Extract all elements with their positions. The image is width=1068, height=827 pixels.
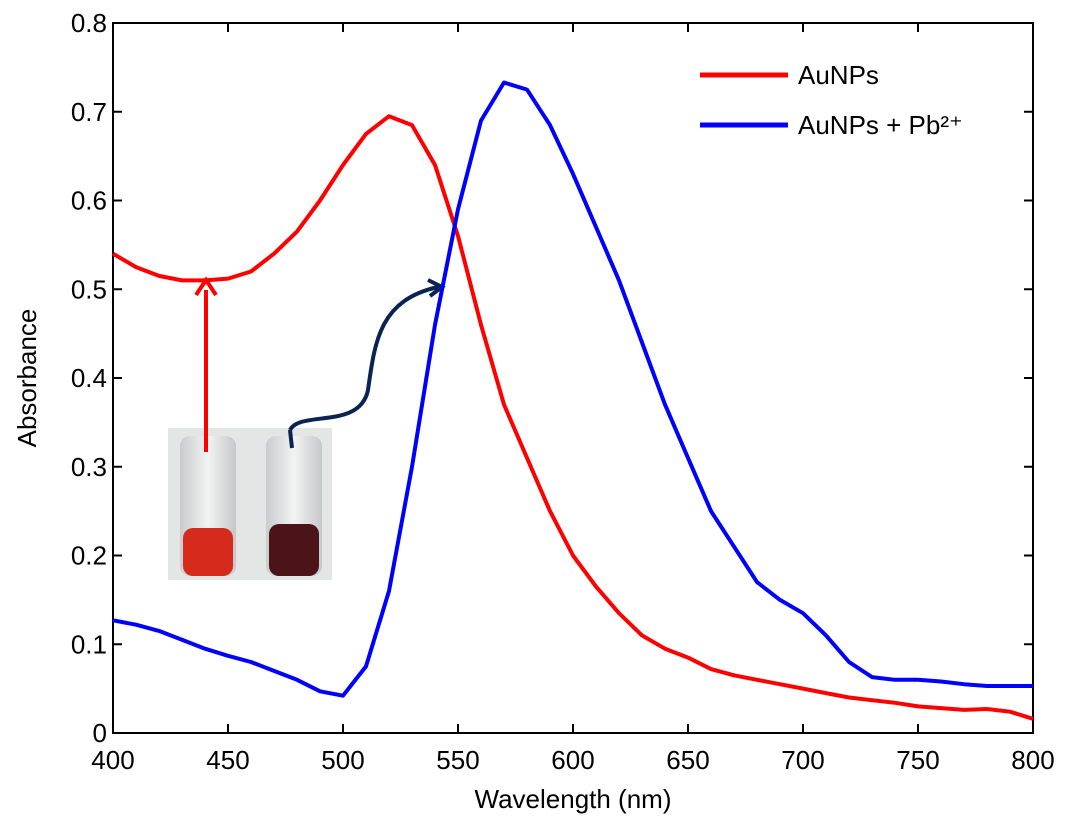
x-axis-label: Wavelength (nm) (475, 784, 672, 814)
y-tick-label: 0.3 (71, 452, 107, 482)
y-tick-label: 0.2 (71, 541, 107, 571)
x-tick-label: 800 (1011, 745, 1054, 775)
y-tick-label: 0.5 (71, 274, 107, 304)
y-tick-label: 0.4 (71, 363, 107, 393)
y-tick-label: 0.6 (71, 186, 107, 216)
x-tick-label: 700 (781, 745, 824, 775)
inset-photo (168, 428, 332, 580)
legend-label: AuNPs (798, 60, 879, 90)
legend-label: AuNPs + Pb²⁺ (798, 110, 963, 140)
x-tick-label: 550 (436, 745, 479, 775)
y-tick-label: 0.7 (71, 97, 107, 127)
data-line (112, 80, 1033, 698)
x-tick-label: 750 (896, 745, 939, 775)
x-tick-label: 400 (91, 745, 134, 775)
y-tick-label: 0.8 (71, 8, 107, 38)
x-tick-label: 600 (551, 745, 594, 775)
annotation-arrows (194, 276, 446, 452)
data-line (111, 114, 1034, 721)
y-tick-label: 0.1 (71, 629, 107, 659)
x-tick-label: 650 (666, 745, 709, 775)
x-tick-label: 500 (321, 745, 364, 775)
x-tick-label: 450 (206, 745, 249, 775)
y-tick-label: 0 (93, 718, 107, 748)
y-axis-label: Absorbance (12, 309, 42, 448)
